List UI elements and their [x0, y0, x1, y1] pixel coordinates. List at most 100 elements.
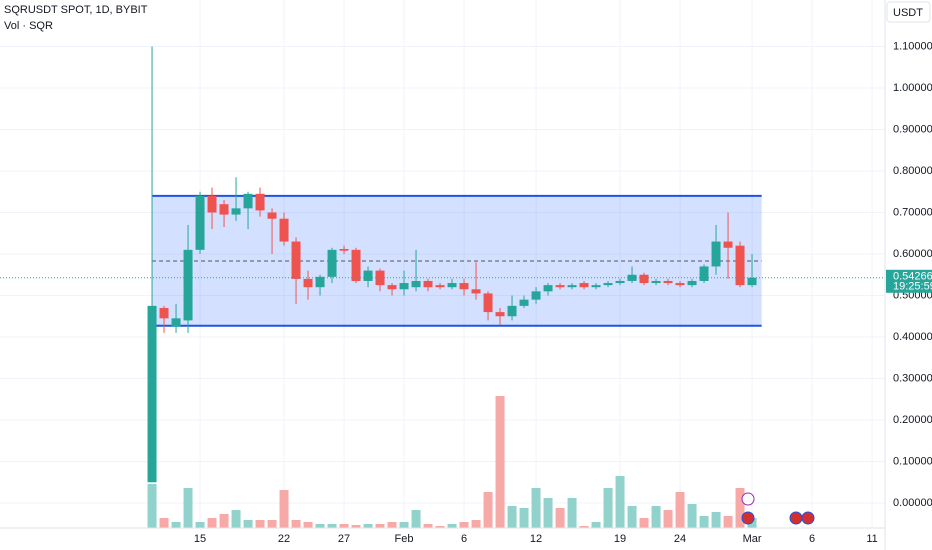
- candle-body: [399, 283, 409, 290]
- candle-body: [303, 278, 313, 288]
- y-tick-label: 0.70000: [893, 206, 932, 218]
- event-icon: [789, 511, 803, 525]
- candle-body: [663, 280, 673, 284]
- volume-bar: [447, 524, 457, 528]
- volume-bar: [567, 498, 577, 528]
- candle-body: [579, 283, 589, 288]
- event-icon: [741, 511, 755, 525]
- plot: [0, 46, 885, 528]
- grid: [0, 0, 885, 528]
- candle-body: [495, 312, 505, 317]
- candle-body: [231, 208, 241, 215]
- x-tick-label: 19: [614, 533, 626, 545]
- candle-body: [207, 195, 217, 213]
- candle-body: [387, 285, 397, 290]
- candle-body: [195, 195, 205, 250]
- candle-body: [279, 218, 289, 242]
- volume-bar: [399, 522, 409, 528]
- symbol: SQRUSDT SPOT, 1D, BYBIT: [4, 4, 148, 16]
- candle-body: [255, 193, 265, 211]
- y-tick-label: 1.10000: [893, 40, 932, 52]
- volume-bar: [627, 506, 637, 528]
- x-tick-label: 22: [278, 533, 290, 545]
- candle-body: [675, 283, 685, 286]
- y-tick-label: 0.30000: [893, 372, 932, 384]
- last-price-box: [886, 269, 932, 293]
- candle-body: [315, 276, 325, 288]
- volume-bar: [315, 524, 325, 528]
- x-tick-label: 6: [809, 533, 815, 545]
- volume-bar: [615, 476, 625, 528]
- candle-body: [555, 285, 565, 288]
- volume-bar: [375, 524, 385, 528]
- volume-bar: [699, 516, 709, 528]
- y-tick-label: 0.80000: [893, 165, 932, 177]
- candle-body: [603, 283, 613, 286]
- candle-body: [543, 285, 553, 292]
- candle-body: [483, 293, 493, 313]
- volume-bar: [435, 526, 445, 528]
- volume-bar: [159, 518, 169, 528]
- volume-bar: [339, 524, 349, 528]
- volume-bar: [459, 522, 469, 528]
- candle-body: [267, 212, 277, 219]
- x-tick-label: 11: [866, 533, 877, 545]
- countdown: 19:25:59: [893, 281, 932, 293]
- volume-bar: [219, 514, 229, 528]
- candle-body: [687, 280, 697, 286]
- candle-body: [615, 280, 625, 284]
- volume-bar: [363, 524, 373, 528]
- candle-body: [183, 249, 193, 321]
- volume-bar: [639, 518, 649, 528]
- volume-bar: [243, 520, 253, 528]
- y-tick-label: 1.00000: [893, 82, 932, 94]
- volume-bar: [423, 524, 433, 528]
- volume-bar: [411, 510, 421, 528]
- volume-bar: [495, 396, 505, 528]
- volume-bar: [579, 526, 589, 528]
- volume-bar: [555, 508, 565, 528]
- volume-bar: [387, 522, 397, 528]
- volume-bar: [723, 516, 733, 528]
- volume-bar: [543, 498, 553, 528]
- candle-body: [147, 305, 157, 483]
- volume-bar: [735, 488, 745, 528]
- volume-bar: [351, 525, 361, 528]
- candle-body: [699, 266, 709, 281]
- y-tick-label: 0.20000: [893, 414, 932, 426]
- volume-bar: [207, 518, 217, 528]
- volume-bar: [651, 506, 661, 528]
- volume-bar: [255, 520, 265, 528]
- y-tick-label: 0.10000: [893, 455, 932, 467]
- candle-body: [219, 204, 229, 215]
- candle-body: [363, 270, 373, 281]
- candle-body: [507, 305, 517, 317]
- volume-bar: [591, 522, 601, 528]
- currency[interactable]: USDT: [893, 7, 923, 19]
- x-tick-label: 6: [461, 533, 467, 545]
- volume-bar: [711, 512, 721, 528]
- candle-body: [711, 241, 721, 267]
- candle-body: [567, 285, 577, 288]
- currency-button[interactable]: [886, 1, 931, 23]
- x-tick-label: 24: [674, 533, 686, 545]
- x-tick-label: 12: [530, 533, 542, 545]
- volume-bar: [195, 522, 205, 528]
- candle-body: [651, 280, 661, 284]
- y-tick-label: 0.60000: [893, 248, 932, 260]
- candle-body: [447, 283, 457, 288]
- volume-bar: [279, 490, 289, 528]
- volume-bar: [483, 492, 493, 528]
- volume-bar: [231, 510, 241, 528]
- y-tick-label: 0.90000: [893, 123, 932, 135]
- y-tick-label: 0.00000: [893, 497, 932, 509]
- candle-body: [411, 280, 421, 288]
- x-tick-label: 27: [338, 533, 350, 545]
- volume-bar: [519, 508, 529, 528]
- volume-bar: [303, 522, 313, 528]
- candle-body: [519, 299, 529, 306]
- volume-bar: [675, 492, 685, 528]
- candle-body: [351, 249, 361, 281]
- candle-body: [747, 277, 757, 286]
